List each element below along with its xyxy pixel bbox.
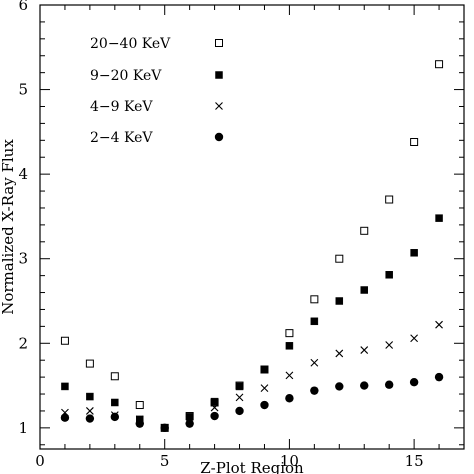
x-tick-label: 15 — [405, 452, 424, 470]
x-axis-title: Z-Plot Region — [200, 459, 304, 474]
plot-border — [39, 4, 465, 450]
data-point — [310, 386, 319, 395]
data-point — [385, 271, 393, 279]
data-point — [210, 403, 219, 412]
data-point — [185, 419, 194, 428]
data-point — [435, 320, 443, 329]
legend-marker — [214, 132, 224, 142]
data-points — [60, 60, 444, 433]
data-point — [235, 406, 244, 416]
y-axis-title: Normalized X-Ray Flux — [0, 139, 17, 315]
data-point — [86, 392, 94, 401]
data-point — [410, 334, 419, 343]
tick-labels: 0 5 10 15 1 2 3 4 5 6 — [18, 0, 423, 470]
data-point — [310, 317, 319, 326]
data-point — [360, 346, 369, 354]
data-point — [85, 414, 95, 423]
data-point — [360, 286, 368, 294]
y-tick-label: 5 — [18, 81, 28, 99]
legend: 20−40 KeV 9−20 KeV 4−9 KeV 2−4 KeV — [90, 36, 224, 146]
data-point — [384, 380, 394, 389]
data-point — [235, 382, 244, 391]
data-point — [310, 358, 319, 367]
legend-label: 20−40 KeV — [90, 36, 171, 52]
data-point — [85, 359, 94, 368]
data-point — [61, 382, 69, 391]
data-point — [335, 254, 344, 263]
data-point — [435, 60, 444, 69]
data-point — [111, 398, 119, 407]
data-point — [385, 341, 394, 349]
data-point — [410, 249, 418, 257]
legend-label: 4−9 KeV — [90, 99, 153, 115]
x-tick-label: 5 — [160, 452, 170, 470]
data-point — [285, 329, 294, 338]
data-point — [285, 394, 294, 403]
data-point — [110, 372, 119, 381]
data-point — [335, 382, 344, 391]
data-point — [285, 342, 294, 350]
data-point — [335, 349, 344, 358]
data-point — [60, 336, 69, 345]
data-point — [110, 412, 120, 422]
data-point — [260, 365, 269, 374]
legend-label: 9−20 KeV — [90, 68, 162, 84]
data-point — [410, 138, 419, 147]
x-tick-label: 0 — [35, 452, 45, 470]
legend-label: 2−4 KeV — [90, 130, 153, 146]
y-tick-label: 4 — [18, 165, 28, 183]
data-point — [260, 400, 269, 410]
legend-marker — [215, 71, 223, 79]
data-point — [409, 377, 419, 387]
data-point — [310, 295, 319, 304]
data-point — [135, 401, 144, 410]
axis-ticks — [39, 4, 465, 449]
data-point — [335, 297, 344, 305]
legend-marker — [215, 39, 223, 47]
y-tick-label: 6 — [18, 0, 28, 14]
data-point — [85, 407, 94, 415]
data-point — [160, 423, 169, 433]
data-point — [385, 195, 394, 204]
data-point — [135, 419, 144, 428]
y-tick-label: 3 — [18, 250, 28, 268]
legend-marker — [215, 102, 223, 110]
x-tick-label: 10 — [280, 452, 299, 470]
data-point — [285, 371, 294, 380]
y-tick-label: 1 — [18, 419, 28, 437]
data-point — [360, 381, 369, 390]
data-point — [435, 214, 443, 222]
data-point — [260, 384, 269, 392]
data-point — [235, 393, 244, 402]
data-point — [360, 226, 369, 235]
data-point — [210, 397, 219, 406]
data-point — [210, 411, 219, 421]
data-point — [60, 413, 70, 422]
data-point — [434, 372, 444, 382]
plot-frame — [39, 4, 465, 450]
y-tick-label: 2 — [18, 334, 28, 352]
